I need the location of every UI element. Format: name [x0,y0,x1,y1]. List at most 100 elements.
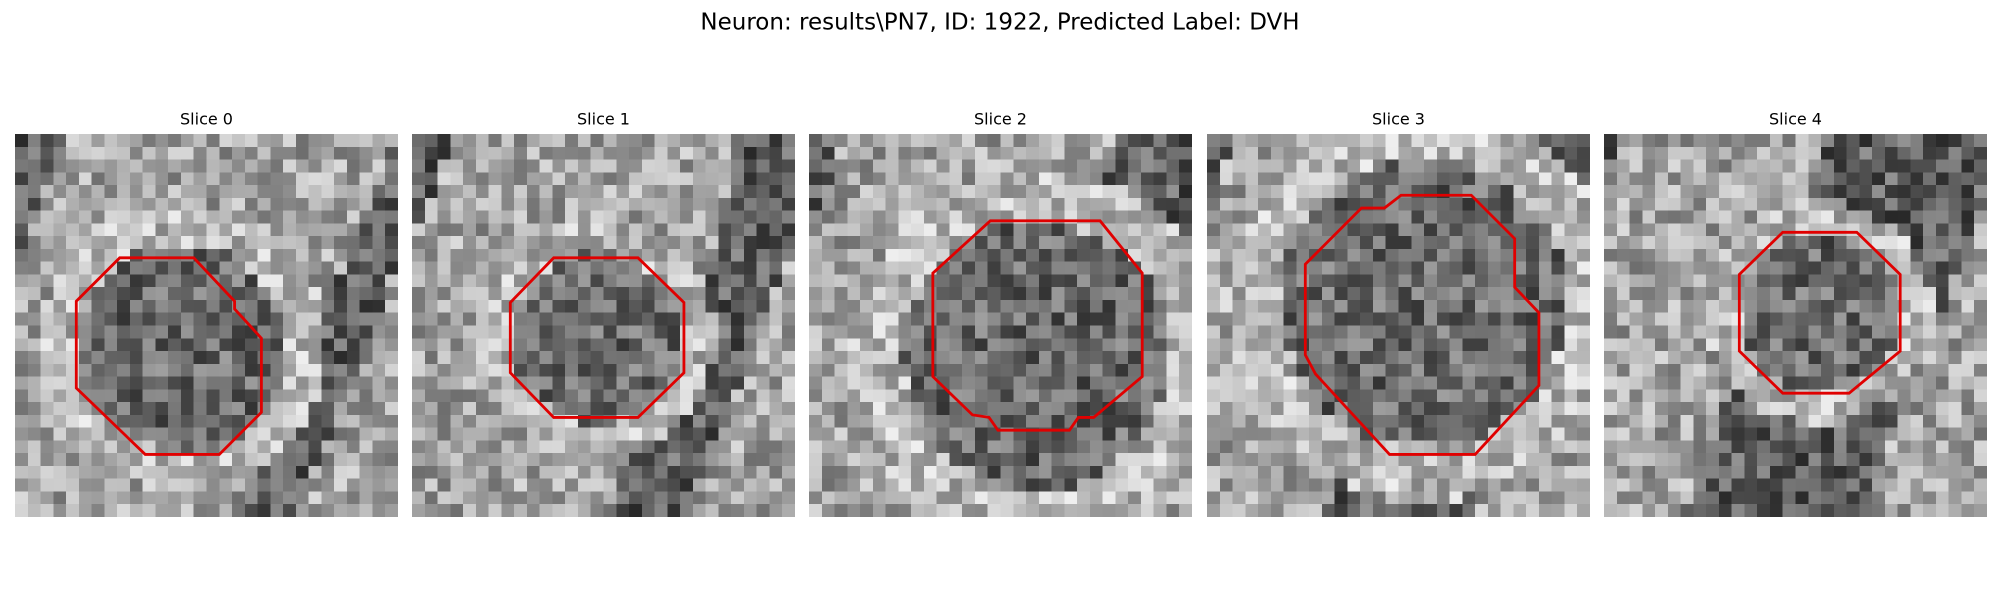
pixel [53,287,67,300]
pixel [834,185,848,198]
pixel [577,478,591,492]
pixel [1833,261,1847,275]
pixel [129,197,143,211]
pixel [1153,287,1167,300]
pixel [1872,312,1885,326]
pixel [629,172,642,186]
pixel [1179,172,1192,186]
pixel [987,159,1001,173]
pixel [1487,338,1501,352]
pixel [244,440,258,454]
pixel [654,504,668,517]
pixel [1897,363,1911,377]
pixel [117,210,130,224]
pixel [1102,478,1116,492]
pixel [219,427,233,441]
pixel [450,453,464,466]
pixel [847,312,861,326]
pixel [1038,223,1052,237]
pixel [1513,491,1527,505]
pixel [1026,299,1039,313]
pixel [872,478,886,492]
pixel [1347,146,1361,160]
pixel [1077,299,1090,313]
pixel [53,185,67,198]
pixel [308,299,322,313]
pixel [308,210,322,224]
pixel [1296,491,1310,505]
pixel [885,261,899,275]
pixel [40,185,54,198]
pixel [27,134,41,147]
pixel [1629,338,1643,352]
pixel [782,440,795,454]
pixel [53,504,67,517]
pixel [1424,389,1437,403]
pixel [1769,312,1783,326]
pixel [15,440,28,454]
pixel [270,440,284,454]
pixel [1961,248,1975,262]
pixel [1385,159,1399,173]
pixel [1846,146,1860,160]
pixel [898,402,912,415]
pixel [15,210,28,224]
pixel [91,248,105,262]
pixel [898,146,912,160]
pixel [1270,159,1284,173]
pixel [962,299,975,313]
pixel [692,185,706,198]
pixel [66,389,79,403]
pixel [412,325,425,339]
pixel [1360,478,1373,492]
pixel [1013,146,1027,160]
pixel [1782,389,1796,403]
pixel [1974,427,1987,441]
pixel [117,261,130,275]
pixel [412,465,425,479]
pixel [463,376,476,390]
pixel [1038,134,1052,147]
pixel [1846,351,1860,364]
pixel [1693,287,1707,300]
pixel [1577,159,1590,173]
pixel [756,185,770,198]
pixel [782,402,795,415]
pixel [232,236,245,249]
pixel [936,389,950,403]
pixel [898,236,912,249]
pixel [1782,299,1796,313]
pixel [1769,351,1783,364]
pixel [1309,427,1322,441]
pixel [334,504,347,517]
pixel [475,325,489,339]
pixel [936,197,950,211]
pixel [565,299,578,313]
pixel [78,134,92,147]
pixel [1948,414,1962,428]
pixel [1000,478,1014,492]
pixel [1258,465,1271,479]
pixel [743,223,757,237]
pixel [270,389,284,403]
pixel [117,389,130,403]
pixel [1706,312,1719,326]
pixel [283,453,296,466]
pixel [1910,325,1924,339]
pixel [898,389,912,403]
pixel [923,363,937,377]
pixel [769,274,783,288]
pixel [526,248,540,262]
pixel [501,376,515,390]
pixel [1398,325,1412,339]
pixel [1795,504,1809,517]
pixel [641,491,655,505]
pixel [1910,287,1924,300]
pixel [872,287,886,300]
pixel [424,210,438,224]
pixel [180,236,194,249]
pixel [180,287,194,300]
pixel [1360,134,1373,147]
pixel [731,159,744,173]
pixel [1808,146,1822,160]
